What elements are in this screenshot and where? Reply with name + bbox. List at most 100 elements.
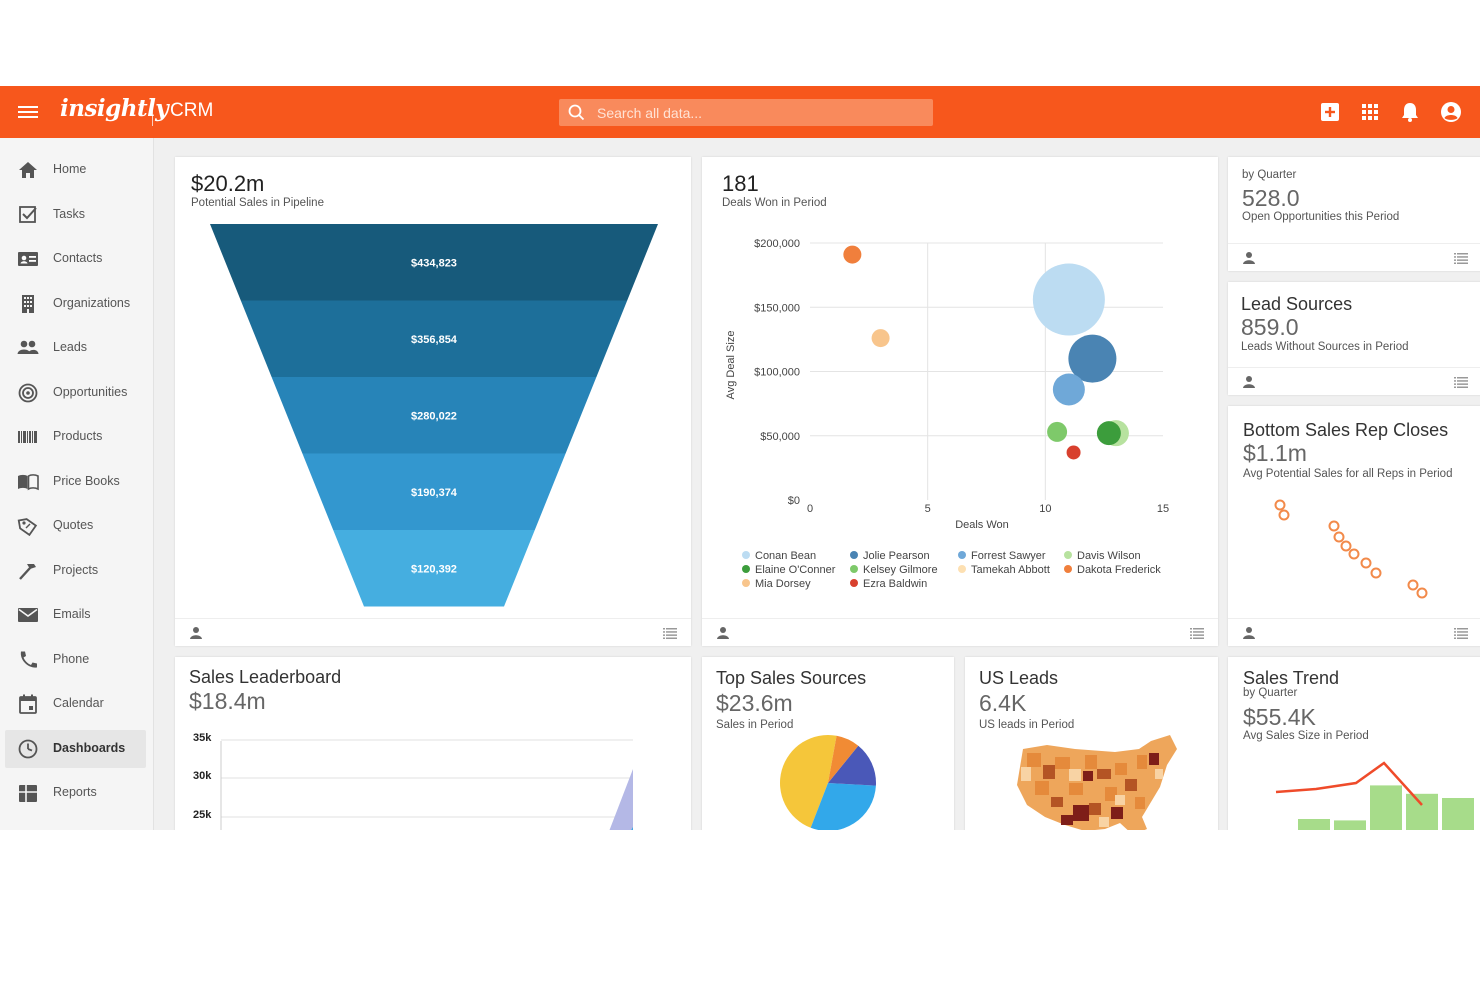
trend-bar[interactable] [1406,793,1438,830]
bubble-point[interactable] [1047,421,1068,442]
sidebar-item-home[interactable]: Home [5,151,146,189]
sidebar-item-emails[interactable]: Emails [5,596,146,634]
bubble-point[interactable] [1066,445,1081,460]
us-leads-map-icon [1017,735,1177,830]
pie-slice[interactable] [780,735,837,828]
scatter-point [1328,520,1340,532]
x-tick-label: 10 [1039,503,1051,515]
sidebar-item-contacts[interactable]: Contacts [5,240,146,278]
apps-grid-icon[interactable] [1359,101,1381,123]
hamburger-menu-icon[interactable] [18,103,38,121]
us-leads-card[interactable]: US Leads 6.4K US leads in Period [965,657,1218,830]
emails-icon [18,608,38,622]
price-books-icon [18,474,39,491]
sidebar-item-tasks[interactable]: Tasks [5,196,146,234]
sidebar-item-label: Tasks [53,207,85,221]
funnel-segment[interactable] [333,530,535,607]
x-tick-label: 15 [1157,503,1169,515]
pie-slice[interactable] [810,783,876,830]
sidebar: Home Tasks Contacts Organizations Leads … [0,138,154,830]
pie-slice[interactable] [828,745,876,786]
notifications-bell-icon[interactable] [1399,101,1421,123]
sales-leaderboard-card[interactable]: Sales Leaderboard $18.4m 35k 30k 25k [175,657,691,830]
sidebar-item-projects[interactable]: Projects [5,552,146,590]
user-icon[interactable] [1242,626,1256,640]
trend-bar[interactable] [1334,820,1366,830]
logo-divider [152,98,153,126]
sidebar-item-quotes[interactable]: Quotes [5,507,146,545]
projects-icon [19,564,36,580]
search-input[interactable] [597,102,917,123]
trend-bar[interactable] [1442,798,1474,830]
funnel-segment[interactable] [240,300,628,378]
sidebar-item-products[interactable]: Products [5,418,146,456]
pipeline-card[interactable]: $20.2m Potential Sales in Pipeline $434,… [175,157,691,646]
trend-bar[interactable] [1298,819,1330,830]
opportunities-value: 528.0 [1242,185,1300,211]
legend-label: Ezra Baldwin [863,578,927,590]
sidebar-item-price-books[interactable]: Price Books [5,463,146,501]
funnel-label: $434,823 [411,257,457,269]
sidebar-item-calendar[interactable]: Calendar [5,685,146,723]
user-profile-icon[interactable] [1440,101,1462,123]
trend-line [1275,761,1423,806]
sidebar-item-label: Leads [53,340,88,354]
dashboards-icon [18,739,38,759]
search-icon [568,104,585,121]
deals-subtitle: Deals Won in Period [722,197,827,209]
sidebar-item-label: Contacts [53,251,103,265]
top-sources-title: Top Sales Sources [716,668,867,688]
top-sources-subtitle: Sales in Period [716,719,794,731]
list-icon[interactable] [663,627,677,639]
top-sources-value: $23.6m [716,690,793,716]
bottom-sales-rep-card[interactable]: Bottom Sales Rep Closes $1.1m Avg Potent… [1228,406,1480,646]
funnel-segment[interactable] [210,224,658,301]
sidebar-item-label: Projects [53,563,99,577]
opportunities-period-label: by Quarter [1242,169,1297,181]
legend-swatch [958,565,966,573]
user-icon[interactable] [1242,251,1256,265]
search-bar[interactable] [559,99,933,126]
leaderboard-value: $18.4m [189,688,266,714]
bubble-point[interactable] [843,245,862,264]
user-icon[interactable] [716,626,730,640]
sidebar-item-reports[interactable]: Reports [5,774,146,812]
bubble-point[interactable] [1052,373,1085,406]
funnel-label: $120,392 [411,563,457,575]
deals-won-card[interactable]: 181 Deals Won in Period $0 $50,000 $100,00… [702,157,1218,646]
legend-label: Elaine O'Conner [755,564,836,576]
list-icon[interactable] [1190,627,1204,639]
top-sales-sources-card[interactable]: Top Sales Sources $23.6m Sales in Period [702,657,954,830]
bubble-point[interactable] [1068,334,1117,383]
trend-bar[interactable] [1370,785,1402,830]
pipeline-value: $20.2m [191,171,265,196]
bubble-point[interactable] [1096,421,1121,446]
user-icon[interactable] [189,626,203,640]
deals-value: 181 [722,171,759,196]
insightly-logo[interactable]: insightly [60,95,169,122]
sidebar-item-dashboards[interactable]: Dashboards [5,730,146,768]
sidebar-item-organizations[interactable]: Organizations [5,285,146,323]
sales-trend-card[interactable]: Sales Trend by Quarter $55.4K Avg Sales … [1228,657,1480,830]
open-opportunities-card[interactable]: by Quarter 528.0 Open Opportunities this… [1228,157,1480,271]
list-icon[interactable] [1454,376,1468,388]
bubble-point[interactable] [871,329,890,348]
list-icon[interactable] [1454,627,1468,639]
user-icon[interactable] [1242,375,1256,389]
lead-sources-card[interactable]: Lead Sources 859.0 Leads Without Sources… [1228,282,1480,395]
sidebar-item-leads[interactable]: Leads [5,329,146,367]
list-icon[interactable] [1454,252,1468,264]
x-axis-label: Deals Won [955,519,1009,531]
bubble-point[interactable] [1032,263,1105,336]
y-tick-label: 35k [193,732,212,744]
legend-label: Forrest Sawyer [971,550,1046,562]
add-new-icon[interactable] [1319,101,1341,123]
legend-label: Dakota Frederick [1077,564,1161,576]
funnel-segment[interactable] [271,377,597,454]
reports-icon [19,785,37,802]
bottom-reps-value: $1.1m [1243,440,1307,466]
sidebar-item-opportunities[interactable]: Opportunities [5,374,146,412]
sidebar-item-phone[interactable]: Phone [5,641,146,679]
pie-slice[interactable] [828,735,859,783]
funnel-segment[interactable] [302,453,566,531]
